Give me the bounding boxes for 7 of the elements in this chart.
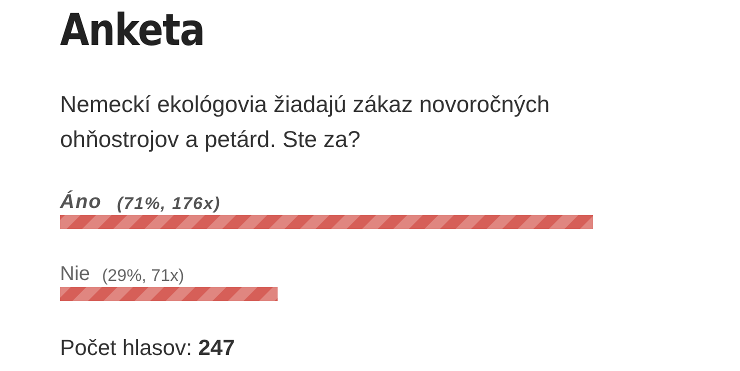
chart-title: Anketa <box>60 4 204 56</box>
y-tick-label: Nie <box>60 263 90 285</box>
text: Počet hlasov: 247 <box>60 335 235 360</box>
chart-subtitle: Nemeckí ekológovia žiadajú zákaz novoročných ohňostrojov a petárd. Ste za? <box>60 91 550 152</box>
y-tick-label: Áno <box>59 190 102 213</box>
data-label: (71%, 176x) <box>117 194 221 213</box>
data-label: (29%, 71x) <box>102 266 184 285</box>
